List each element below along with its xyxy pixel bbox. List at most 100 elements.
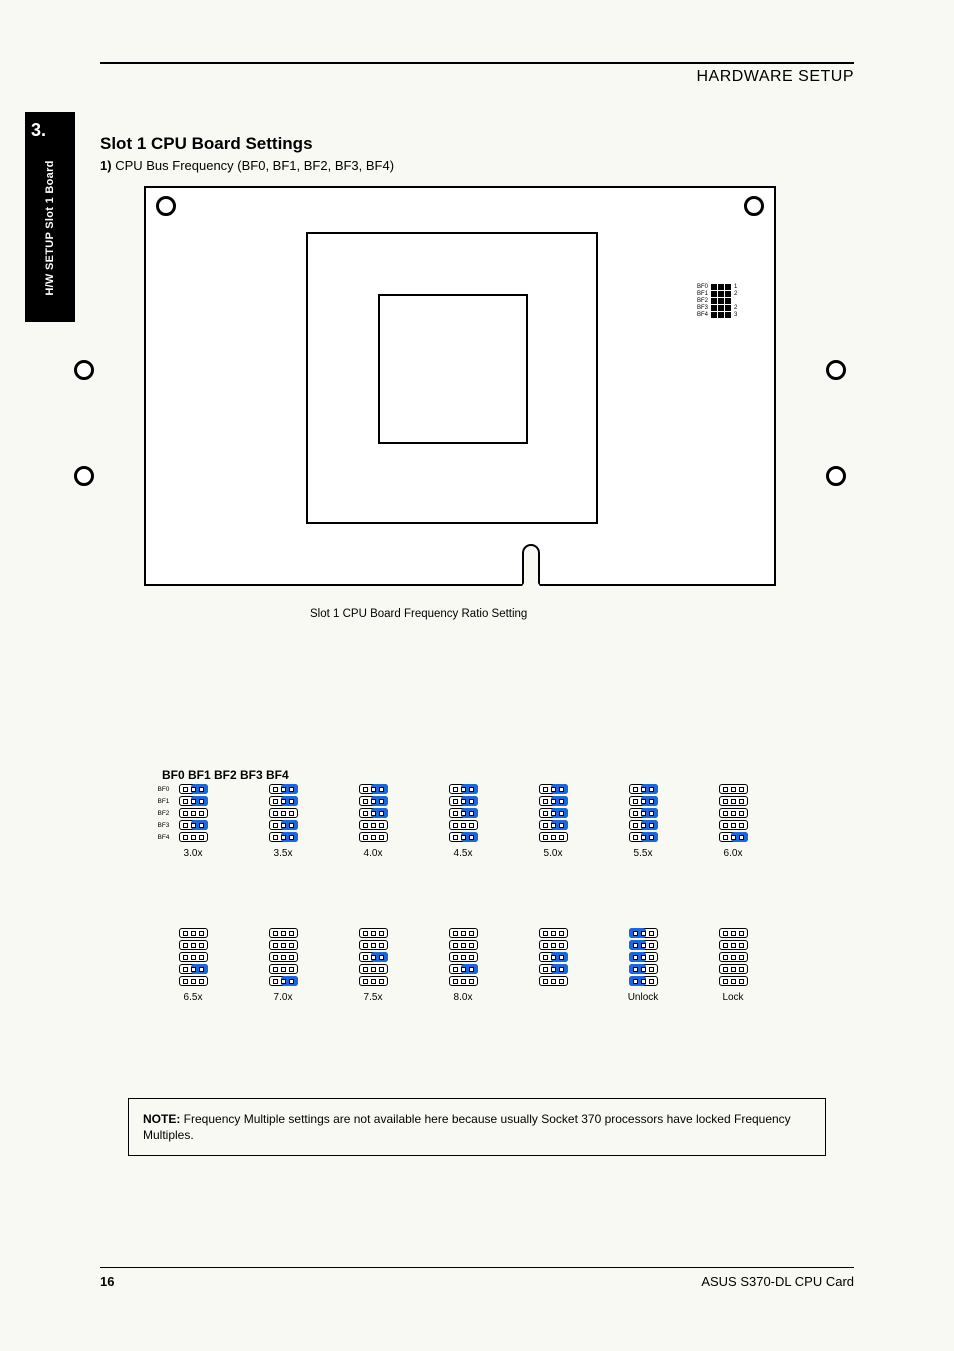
jumper-pin <box>453 931 458 936</box>
jumper-row-label: BF0 <box>158 786 170 793</box>
jumper-pin <box>559 799 564 804</box>
jumper-row: BF4 <box>179 832 208 842</box>
jumper-setting: Lock <box>700 928 766 1003</box>
jumper-pin <box>739 835 744 840</box>
jumper-pin <box>633 835 638 840</box>
jumper-pin <box>453 787 458 792</box>
doc-title: ASUS S370-DL CPU Card <box>701 1274 854 1289</box>
jumper-pin <box>183 799 188 804</box>
jumper-pin <box>739 955 744 960</box>
mounting-hole <box>744 196 764 216</box>
jumper-pin <box>559 787 564 792</box>
jumper-pin <box>731 931 736 936</box>
jumper-pin <box>281 823 286 828</box>
bf-row: BF1 2 <box>694 291 740 297</box>
jumper-setting: 6.5x <box>160 928 226 1003</box>
jumper-setting: 5.5x <box>610 784 676 859</box>
jumper-pin <box>559 979 564 984</box>
jumper-pin <box>191 811 196 816</box>
jumper-row <box>359 832 388 842</box>
jumper-pin <box>469 835 474 840</box>
jumper-pin <box>649 799 654 804</box>
jumper-row: BF0 <box>179 784 208 794</box>
jumper-pin <box>289 787 294 792</box>
jumper-row <box>539 928 568 938</box>
jumper-pin <box>363 835 368 840</box>
jumper-row <box>179 976 208 986</box>
jumper-pin <box>363 931 368 936</box>
jumper-pin <box>379 835 384 840</box>
jumper-pin <box>469 967 474 972</box>
jumper-pin <box>199 979 204 984</box>
section-prefix: 1) <box>100 158 112 173</box>
jumper-setting: 5.0x <box>520 784 586 859</box>
jumper-pin <box>543 967 548 972</box>
jumper-pin <box>641 835 646 840</box>
ratio-label: 4.0x <box>364 848 383 859</box>
jumper-pin <box>371 955 376 960</box>
jumper-pin <box>543 943 548 948</box>
jumper-pin <box>461 811 466 816</box>
mounting-hole <box>74 360 94 380</box>
bf-label: BF3 <box>694 305 708 311</box>
section-text: CPU Bus Frequency (BF0, BF1, BF2, BF3, B… <box>115 158 394 173</box>
jumper-row <box>449 976 478 986</box>
jumper-row: BF1 <box>179 796 208 806</box>
bf-pin <box>718 284 724 290</box>
jumper-pin <box>551 931 556 936</box>
ratio-label: Lock <box>722 992 743 1003</box>
mounting-hole <box>826 466 846 486</box>
jumper-pin <box>649 823 654 828</box>
jumper-row <box>179 940 208 950</box>
page-footer: 16 ASUS S370-DL CPU Card <box>100 1267 854 1289</box>
bf-row: BF2 <box>694 298 740 304</box>
jumper-pin <box>469 943 474 948</box>
jumper-pin <box>543 823 548 828</box>
jumper-row <box>719 784 748 794</box>
jumper-row <box>449 784 478 794</box>
jumper-pin <box>379 799 384 804</box>
jumper-pin <box>641 823 646 828</box>
jumper-pin <box>543 931 548 936</box>
jumper-row <box>719 964 748 974</box>
jumper-stack <box>539 928 568 986</box>
jumper-pin <box>559 823 564 828</box>
jumper-pin <box>723 835 728 840</box>
side-tab-label: H/W SETUP Slot 1 Board <box>44 160 56 295</box>
jumper-pin <box>273 943 278 948</box>
jumper-pin <box>723 943 728 948</box>
jumper-pin <box>289 955 294 960</box>
jumper-pin <box>199 931 204 936</box>
jumper-pin <box>731 955 736 960</box>
jumper-pin <box>453 811 458 816</box>
jumper-pin <box>723 811 728 816</box>
side-tab: 3. H/W SETUP Slot 1 Board <box>25 112 75 322</box>
ratio-label: 6.5x <box>184 992 203 1003</box>
jumper-pin <box>273 931 278 936</box>
jumper-setting: Unlock <box>610 928 676 1003</box>
jumper-pin <box>559 943 564 948</box>
jumper-pin <box>191 955 196 960</box>
jumper-pin <box>633 787 638 792</box>
jumper-pin <box>199 943 204 948</box>
jumper-pin <box>739 799 744 804</box>
jumper-pin <box>559 835 564 840</box>
jumper-pin <box>281 799 286 804</box>
jumper-row <box>719 928 748 938</box>
jumper-pin <box>731 967 736 972</box>
jumper-pin <box>281 967 286 972</box>
jumper-pin <box>469 823 474 828</box>
jumper-pin <box>379 979 384 984</box>
note-label: NOTE: <box>143 1112 180 1126</box>
bf-pin <box>711 298 717 304</box>
jumper-pin <box>273 835 278 840</box>
jumper-pin <box>739 967 744 972</box>
note-box: NOTE: Frequency Multiple settings are no… <box>128 1098 826 1156</box>
jumper-row <box>449 820 478 830</box>
jumper-pin <box>363 799 368 804</box>
bf-label: BF0 <box>694 284 708 290</box>
jumper-pin <box>453 823 458 828</box>
note-text: Frequency Multiple settings are not avai… <box>143 1112 791 1142</box>
jumper-pin <box>723 955 728 960</box>
jumper-row <box>359 820 388 830</box>
